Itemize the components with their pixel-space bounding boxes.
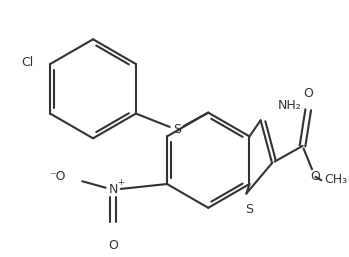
Text: S: S	[245, 203, 253, 216]
Text: O: O	[310, 170, 320, 183]
Text: S: S	[173, 123, 181, 136]
Text: NH₂: NH₂	[278, 99, 302, 113]
Text: O: O	[108, 239, 118, 252]
Text: Cl: Cl	[21, 56, 33, 69]
Text: +: +	[117, 178, 124, 187]
Text: CH₃: CH₃	[325, 173, 348, 186]
Text: N: N	[108, 183, 118, 196]
Text: ⁻O: ⁻O	[49, 170, 66, 183]
Text: O: O	[303, 87, 313, 100]
